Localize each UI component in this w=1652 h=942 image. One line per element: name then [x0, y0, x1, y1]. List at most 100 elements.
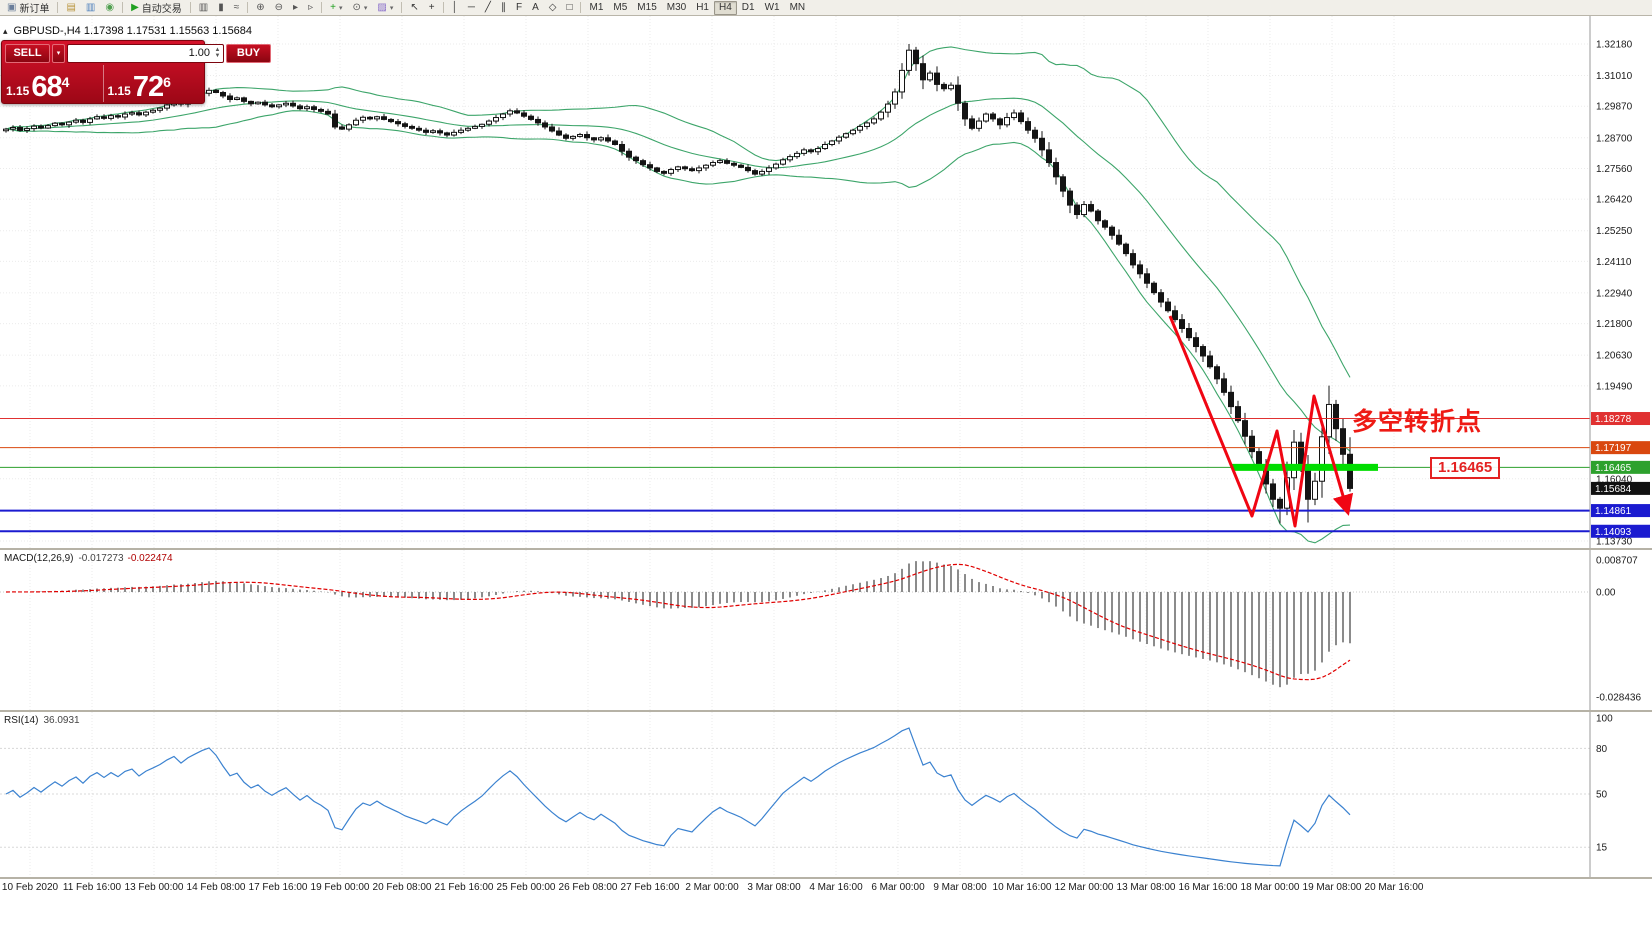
lot-increase-button[interactable]: ▲	[214, 47, 221, 53]
macd-axis-label: 0.008707	[1596, 555, 1638, 566]
price-badge	[1591, 460, 1650, 474]
price-badge-label: 1.18278	[1595, 414, 1632, 425]
price-badge	[1591, 441, 1650, 455]
toolbar-separator	[442, 2, 444, 13]
bar-chart-icon[interactable]: ▥	[194, 1, 213, 15]
toolbar-separator	[122, 2, 124, 13]
chart-shift-icon[interactable]: ▹	[303, 1, 318, 15]
timeframe-m1-button-label: M1	[589, 2, 604, 13]
ask-price[interactable]: 1.15 72 6	[104, 65, 205, 102]
fibonacci-icon[interactable]: F	[511, 1, 527, 15]
rsi-chart[interactable]: 100 80 50 15	[0, 712, 1652, 877]
rsi-line	[5, 727, 1351, 867]
time-label: 6 Mar 00:00	[871, 882, 925, 893]
price-axis-label: 1.24110	[1596, 257, 1632, 268]
shapes-icon[interactable]: □	[561, 1, 577, 15]
price-axis-label: 1.16040	[1596, 474, 1633, 485]
text-icon[interactable]: A	[527, 1, 544, 15]
toolbar: ▣ 新订单 ▤ ▥ ◉ ▶ 自动交易 ▥ ▮ ≈ ⊕ ⊖ ▸ ▹ + ▾ ⊙ ▾ ▨ ▾ ↖ + │ ─ ╱ ∥ F A ◇ □ M1 M5 M…	[0, 0, 1652, 16]
lot-size-input[interactable]	[68, 47, 212, 59]
chart-shift-icon-glyph-icon: ▹	[308, 1, 314, 13]
trendline-icon[interactable]: ╱	[480, 1, 496, 15]
periods-icon[interactable]: ⊙ ▾	[347, 1, 372, 15]
macd-axis-label: -0.028436	[1596, 693, 1641, 704]
sell-button[interactable]: SELL	[5, 43, 50, 63]
line-chart-icon[interactable]: ≈	[229, 1, 245, 15]
lot-decrease-button[interactable]: ▼	[214, 53, 221, 59]
time-label: 10 Mar 16:00	[992, 882, 1052, 893]
timeframe-h4-button[interactable]: H4	[714, 0, 737, 15]
time-label: 11 Feb 16:00	[62, 882, 122, 893]
timeframe-h1-button[interactable]: H1	[691, 1, 714, 15]
horizontal-line-icon[interactable]: ─	[463, 1, 480, 15]
toolbar-separator	[247, 2, 249, 13]
signals-icon[interactable]: ◉	[100, 1, 119, 15]
price-badge	[1591, 504, 1650, 518]
new-order-button[interactable]: ▣ 新订单	[2, 1, 54, 15]
panel-separator[interactable]	[0, 710, 1652, 712]
price-axis-label: 1.31010	[1596, 71, 1633, 82]
time-axis[interactable]: 10 Feb 2020 11 Feb 16:00 13 Feb 00:00 14 Fe…	[0, 879, 1652, 897]
time-label: 26 Feb 08:00	[558, 882, 618, 893]
timeframe-d1-button-label: D1	[741, 2, 755, 13]
time-label: 2 Mar 00:00	[685, 882, 739, 893]
vertical-line-icon-glyph-icon: │	[451, 1, 458, 13]
autotrading-button[interactable]: ▶ 自动交易	[126, 1, 187, 15]
rsi-axis-label: 100	[1596, 714, 1613, 725]
templates-icon[interactable]: ▨ ▾	[372, 1, 398, 15]
bollinger-middle-band	[5, 97, 1351, 452]
crosshair-icon[interactable]: +	[424, 1, 440, 15]
collapse-panel-icon[interactable]: ▴	[3, 25, 8, 36]
indicators-icon[interactable]: + ▾	[325, 1, 347, 15]
panel-separator[interactable]	[0, 548, 1652, 550]
zoom-in-icon[interactable]: ⊕	[251, 1, 269, 15]
autotrading-glyph-icon: ▶	[131, 1, 139, 13]
auto-scroll-icon[interactable]: ▸	[288, 1, 303, 15]
one-click-trading-panel: SELL ▾ ▲ ▼ BUY 1.15 68 4 1.15 72 6	[1, 40, 271, 104]
caret-icon: ▾	[363, 4, 368, 12]
toolbar-separator	[401, 2, 403, 13]
order-type-dropdown[interactable]: ▾	[52, 43, 65, 63]
time-label: 25 Feb 00:00	[496, 882, 556, 893]
autotrading-button-label: 自动交易	[141, 4, 182, 15]
timeframe-m15-button[interactable]: M15	[632, 1, 661, 15]
lot-size-box: ▲ ▼	[67, 43, 224, 63]
price-axis-label: 1.13730	[1596, 537, 1633, 548]
auto-scroll-icon-glyph-icon: ▸	[293, 1, 299, 13]
chart-window-icon[interactable]: ▤	[61, 1, 80, 15]
channel-icon[interactable]: ∥	[496, 1, 511, 15]
candlestick-chart-icon[interactable]: ▮	[213, 1, 229, 15]
timeframe-w1-button[interactable]: W1	[760, 1, 785, 15]
macd-panel: 0.008707 0.00 -0.028436 MACD(12,26,9) -0.01…	[0, 550, 1652, 710]
indicators-icon-glyph-icon: +	[330, 1, 336, 13]
time-label: 14 Feb 08:00	[186, 882, 246, 893]
zoom-out-icon[interactable]: ⊖	[270, 1, 288, 15]
time-label: 13 Feb 00:00	[124, 882, 184, 893]
macd-chart[interactable]: 0.008707 0.00 -0.028436	[0, 550, 1652, 710]
timeframe-d1-button[interactable]: D1	[737, 1, 760, 15]
market-watch-icon[interactable]: ▥	[81, 1, 100, 15]
time-label: 3 Mar 08:00	[747, 882, 801, 893]
time-label: 20 Mar 16:00	[1364, 882, 1424, 893]
toolbar-separator	[189, 2, 191, 13]
timeframe-m30-button[interactable]: M30	[662, 1, 691, 15]
trendline-icon-glyph-icon: ╱	[484, 1, 491, 13]
macd-name: MACD(12,26,9)	[4, 553, 74, 564]
price-chart[interactable]: 1.32180 1.31010 1.29870 1.28700 1.27560 1.264…	[0, 16, 1652, 548]
macd-signal-value: -0.022474	[127, 553, 173, 564]
label-icon[interactable]: ◇	[544, 1, 562, 15]
candles	[3, 44, 1353, 524]
bollinger-bands	[5, 46, 1351, 544]
price-axis-label: 1.20630	[1596, 351, 1633, 362]
zigzag-arrow-annotation[interactable]	[1168, 315, 1354, 528]
buy-button[interactable]: BUY	[226, 43, 271, 63]
timeframe-mn-button[interactable]: MN	[785, 1, 811, 15]
cursor-icon[interactable]: ↖	[405, 1, 423, 15]
vertical-line-icon[interactable]: │	[447, 1, 463, 15]
timeframe-m1-button[interactable]: M1	[584, 1, 608, 15]
timeframe-m5-button[interactable]: M5	[608, 1, 632, 15]
price-badge	[1591, 481, 1650, 495]
bid-price-pips: 68	[31, 71, 62, 102]
bid-price[interactable]: 1.15 68 4	[2, 65, 104, 102]
rsi-value: 36.0931	[43, 715, 80, 726]
